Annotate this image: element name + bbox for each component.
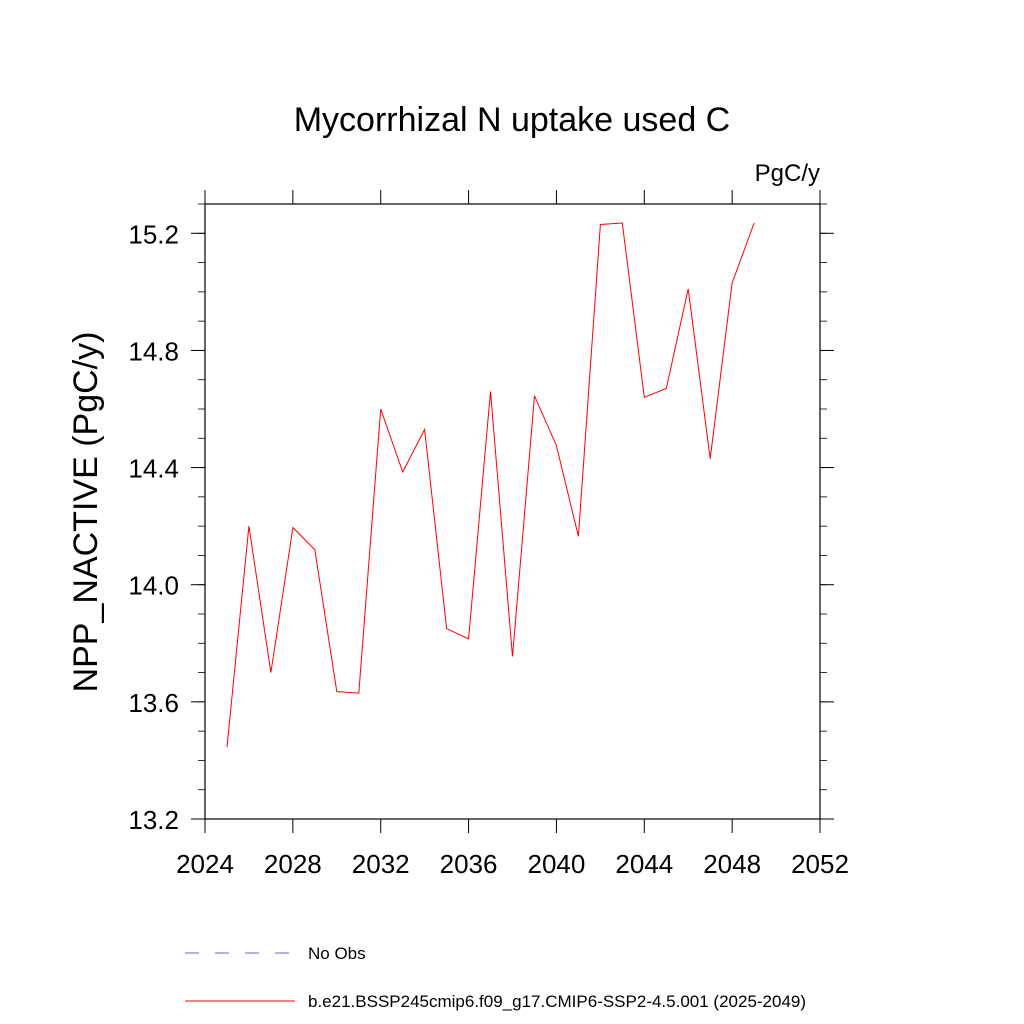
x-tick-label: 2032 [352,849,410,879]
x-tick-label: 2052 [791,849,849,879]
y-tick-label: 13.6 [128,688,179,718]
legend-label-no-obs: No Obs [308,944,366,963]
y-tick-label: 13.2 [128,805,179,835]
y-tick-label: 14.8 [128,336,179,366]
plot-frame [204,203,821,820]
x-tick-label: 2024 [176,849,234,879]
x-tick-label: 2036 [440,849,498,879]
x-tick-label: 2044 [615,849,673,879]
data-series [226,222,755,748]
axis-tick-labels: 2024 2028 2032 2036 2040 2044 2048 2052 13.2 13.6… [128,219,849,879]
y-axis-label: NPP_NACTIVE (PgC/y) [67,332,105,693]
x-tick-label: 2048 [703,849,761,879]
axis-ticks [191,190,834,833]
series-line [226,222,755,748]
legend: No Obs b.e21.BSSP245cmip6.f09_g17.CMIP6-… [185,944,806,1011]
chart-title: Mycorrhizal N uptake used C [294,101,731,139]
x-tick-label: 2040 [528,849,586,879]
x-tick-label: 2028 [264,849,322,879]
y-tick-label: 14.0 [128,571,179,601]
units-label: PgC/y [755,160,820,187]
y-tick-label: 15.2 [128,219,179,249]
y-tick-label: 14.4 [128,454,179,484]
legend-label-model: b.e21.BSSP245cmip6.f09_g17.CMIP6-SSP2-4.… [308,992,806,1011]
